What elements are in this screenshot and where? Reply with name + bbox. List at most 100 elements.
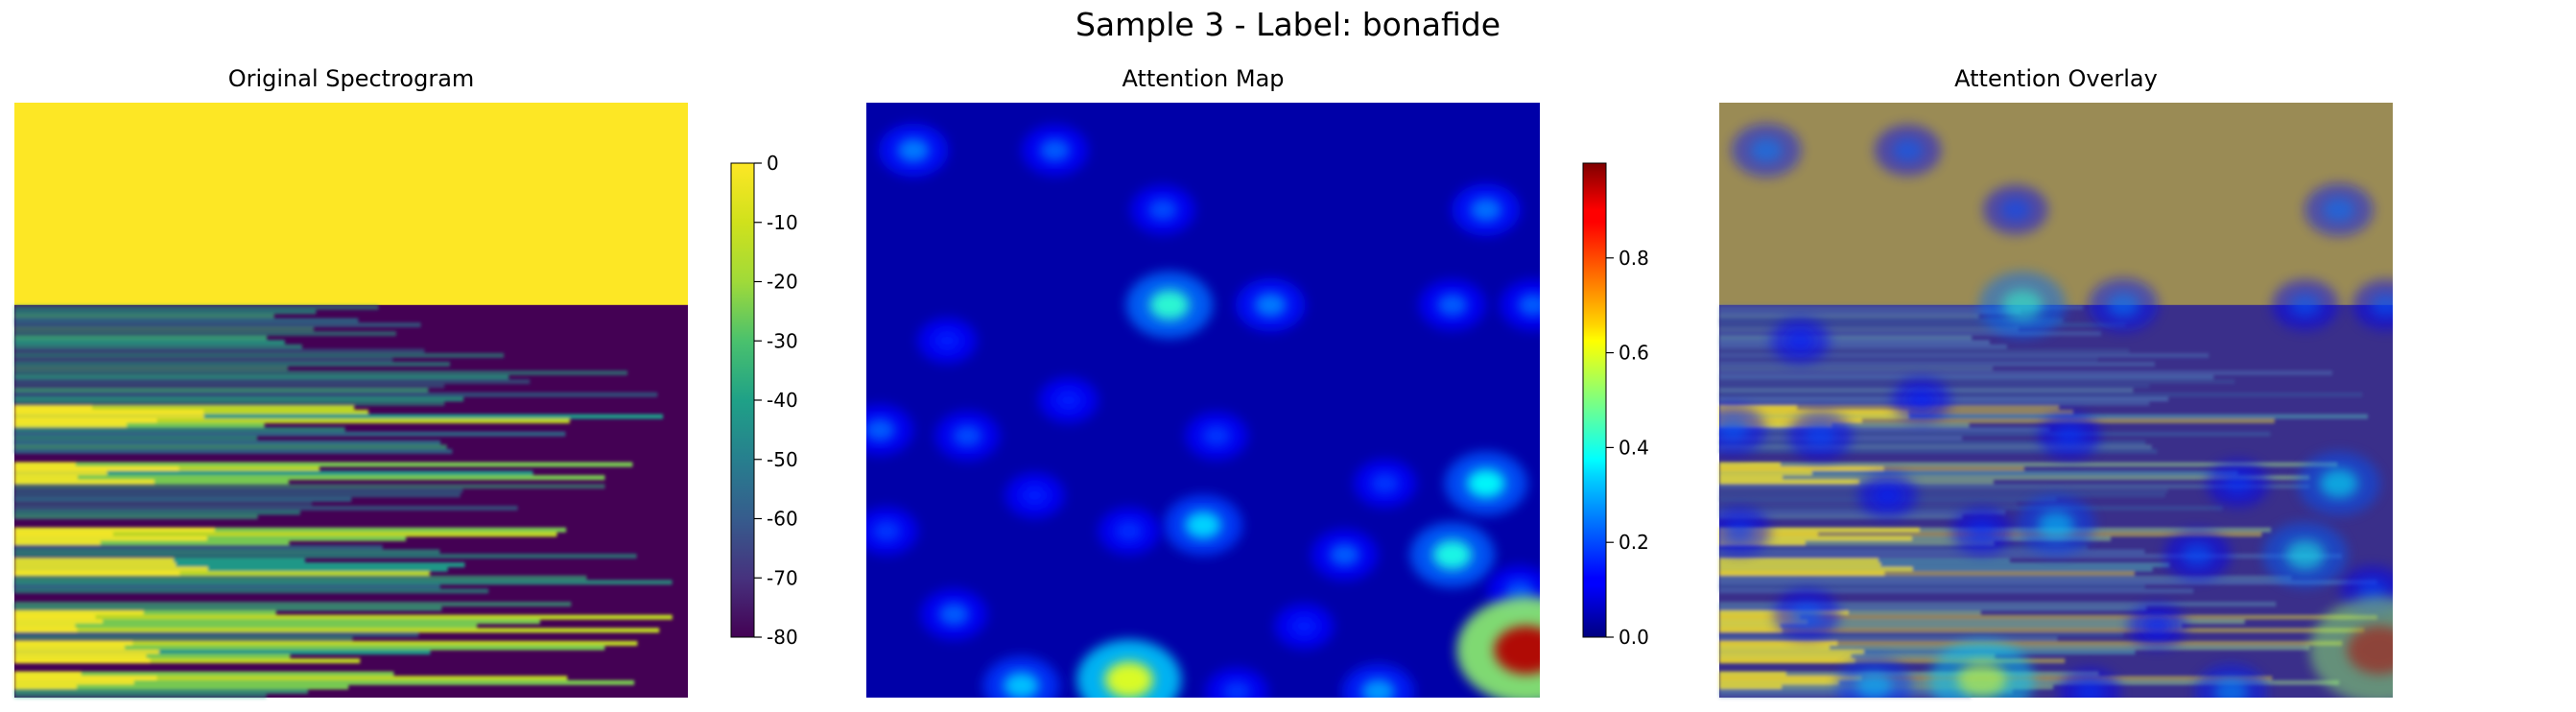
spectrogram-energy bbox=[1719, 566, 1913, 572]
spectrogram-energy bbox=[14, 676, 157, 681]
spectrogram-row bbox=[14, 640, 638, 647]
attention-hotspot bbox=[938, 603, 970, 627]
attention-hotspot bbox=[1254, 293, 1287, 318]
attention-hotspot bbox=[1724, 520, 1755, 542]
spectrogram-row bbox=[14, 571, 430, 577]
spectrogram-row bbox=[14, 352, 505, 358]
spectrogram-row bbox=[14, 601, 572, 607]
spectrogram-row bbox=[14, 462, 633, 467]
spectrogram-row bbox=[14, 496, 352, 502]
spectrogram-row bbox=[1719, 571, 2135, 577]
spectrogram-row bbox=[14, 374, 509, 380]
spectrogram-row bbox=[1719, 484, 2310, 489]
spectrogram-energy bbox=[1719, 479, 1859, 485]
spectrogram-energy bbox=[1719, 684, 1783, 690]
spectrogram-row bbox=[1719, 588, 2194, 594]
spectrogram-energy bbox=[14, 462, 76, 467]
spectrogram-row bbox=[14, 422, 265, 428]
overlay-saturated-band bbox=[1719, 103, 2393, 305]
colorbar-tick-label: -30 bbox=[767, 329, 798, 352]
attention-hotspot bbox=[1805, 424, 1835, 447]
spectrogram-energy bbox=[14, 532, 113, 537]
attention-hotspot bbox=[1494, 626, 1540, 675]
spectrogram-row bbox=[1719, 540, 1995, 546]
spectrogram-energy bbox=[1719, 558, 1879, 563]
spectrogram-row bbox=[1719, 374, 2214, 380]
spectrogram-energy bbox=[14, 645, 126, 651]
attention-map-title: Attention Map bbox=[1122, 65, 1285, 92]
attention-hotspot bbox=[2357, 579, 2388, 603]
spectrogram-row bbox=[14, 671, 394, 676]
spectrogram-energy bbox=[1719, 418, 1862, 424]
spectrogram-row bbox=[14, 575, 587, 581]
colorbar-tick-label: -70 bbox=[767, 566, 798, 589]
colorbar-tick-label: 0.4 bbox=[1619, 436, 1649, 459]
attention-hotspot bbox=[2289, 293, 2321, 317]
spectrogram-row bbox=[14, 619, 540, 625]
spectrogram-row bbox=[14, 321, 421, 328]
spectrogram-row bbox=[14, 623, 478, 629]
spectrogram-energy bbox=[1719, 562, 1881, 568]
spectrogram-row bbox=[14, 427, 345, 433]
spectrogram-row bbox=[14, 510, 300, 515]
spectrogram-row bbox=[1719, 580, 2377, 585]
attention-overlay-title: Attention Overlay bbox=[1954, 65, 2158, 92]
spectrogram-energy bbox=[1719, 405, 1798, 411]
spectrogram-row bbox=[14, 335, 268, 341]
spectrogram-row bbox=[14, 588, 489, 594]
spectrogram-row bbox=[1719, 614, 2377, 620]
spectrogram-row bbox=[14, 348, 425, 354]
spectrogram-energy bbox=[14, 571, 180, 577]
attention-hotspot bbox=[1907, 390, 1935, 411]
spectrogram-row bbox=[1719, 448, 2158, 454]
spectrogram-row bbox=[14, 340, 285, 345]
spectrogram-row bbox=[1719, 575, 2292, 581]
attention-hotspot bbox=[1185, 510, 1221, 539]
spectrogram-energy bbox=[1719, 658, 1855, 664]
spectrogram-energy bbox=[1719, 527, 1920, 533]
spectrogram-row bbox=[1719, 562, 2170, 568]
attention-hotspot bbox=[1466, 468, 1505, 498]
spectrogram-row bbox=[1719, 405, 2060, 411]
spectrogram-row bbox=[14, 396, 464, 402]
spectrogram-row bbox=[1719, 583, 2145, 589]
spectrogram-energy bbox=[1719, 619, 1808, 625]
overlay-hotspots bbox=[1719, 123, 2393, 698]
figure-title: Sample 3 - Label: bonafide bbox=[1075, 6, 1501, 43]
spectrogram-row bbox=[1719, 348, 2130, 354]
spectrogram-row bbox=[14, 475, 605, 481]
spectrogram-row bbox=[14, 501, 313, 507]
attention-hotspot bbox=[1329, 543, 1360, 567]
spectrogram-row bbox=[14, 370, 628, 376]
spectrogram-row bbox=[14, 344, 302, 349]
colorbar-tick-label: -40 bbox=[767, 389, 798, 412]
attention-hotspot bbox=[1785, 330, 1814, 351]
colorbar-tick-label: 0.0 bbox=[1619, 626, 1649, 649]
spectrogram-row bbox=[14, 679, 635, 685]
attention-hotspot bbox=[2054, 424, 2085, 447]
spectrogram-row bbox=[14, 544, 383, 551]
spectrogram-row bbox=[14, 383, 445, 389]
attention-hotspot bbox=[1750, 138, 1783, 163]
attention-hotspot bbox=[2223, 472, 2253, 495]
spectrogram-energy bbox=[14, 619, 104, 625]
colorbar-tick-label: 0.8 bbox=[1619, 247, 1649, 270]
spectrogram-energy bbox=[1719, 628, 1783, 633]
spectrogram-row bbox=[14, 562, 465, 568]
spectrogram-row bbox=[1719, 431, 2271, 437]
attention-hotspot bbox=[1719, 417, 1749, 442]
spectrogram-energy bbox=[14, 422, 128, 428]
spectrogram-row bbox=[1719, 321, 2126, 328]
spectrogram-row bbox=[14, 514, 258, 520]
attention-hotspot bbox=[1504, 579, 1535, 603]
spectrogram-energy bbox=[14, 409, 204, 415]
spectrogram-energy bbox=[14, 640, 133, 647]
spectrogram-energy bbox=[14, 540, 101, 546]
spectrogram-energy bbox=[14, 405, 93, 411]
spectrogram-energy bbox=[1719, 535, 1912, 541]
colorbar-tick-label: -80 bbox=[767, 626, 798, 649]
spectrogram-row bbox=[14, 684, 349, 690]
spectrogram-row bbox=[14, 405, 355, 411]
spectrogram-energy bbox=[1719, 422, 1832, 428]
spectrogram-row bbox=[14, 610, 276, 616]
